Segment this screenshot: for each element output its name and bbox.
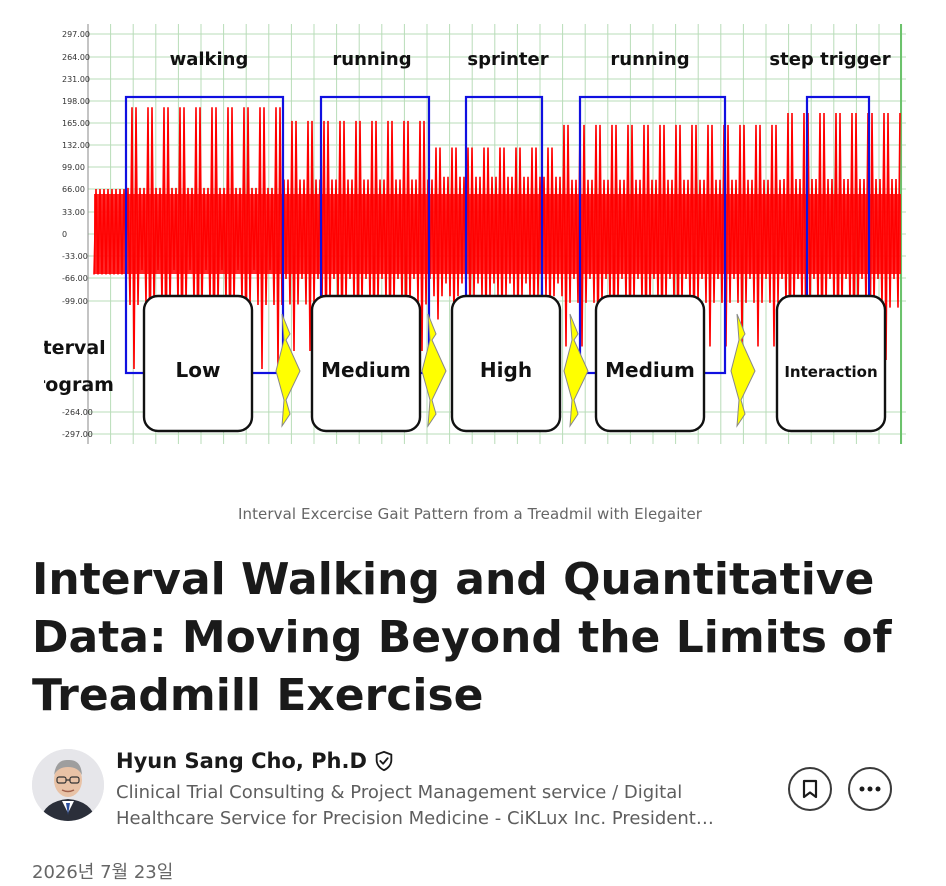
program-level-box: Low [142,294,254,433]
program-label-line2: Program [44,374,114,396]
arrow-icon [730,313,756,428]
arrow-icon [563,313,589,428]
author-name-row: Hyun Sang Cho, Ph.D [116,749,395,773]
y-tick-label: 33.00 [62,208,85,217]
svg-text:Medium: Medium [321,358,411,382]
bookmark-icon [802,779,818,799]
y-tick-label: -264.00 [62,408,93,417]
svg-text:Low: Low [176,358,221,382]
svg-text:High: High [480,358,532,382]
phase-label: running [610,49,689,70]
more-horizontal-icon [859,786,881,792]
phase-label: sprinter [467,49,548,70]
arrow-icon [275,313,301,428]
program-label-line1: Interval [44,337,106,359]
article-title: Interval Walking and Quantitative Data: … [32,554,892,721]
image-caption: Interval Excercise Gait Pattern from a T… [237,505,703,523]
author-name[interactable]: Hyun Sang Cho, Ph.D [116,749,367,773]
phase-label: step trigger [769,49,890,70]
program-level-box: Medium [310,294,422,433]
y-tick-label: 297.00 [62,30,90,39]
gait-pattern-figure: 297.00 264.00 231.00 198.00 165.00 132.00 99.0… [44,24,906,446]
bookmark-button[interactable] [788,767,832,811]
svg-text:Interaction: Interaction [784,363,877,381]
program-level-box: Interaction [775,294,887,433]
y-tick-label: 264.00 [62,53,90,62]
author-headline: Clinical Trial Consulting & Project Mana… [116,782,714,829]
y-tick-label: 66.00 [62,185,85,194]
y-tick-label: 165.00 [62,119,90,128]
y-tick-label: 132.00 [62,141,90,150]
phase-label: running [332,49,411,70]
y-tick-label: -297.00 [62,430,93,439]
y-tick-label: -66.00 [62,274,88,283]
y-tick-label: -99.00 [62,297,88,306]
shield-check-icon [373,750,395,772]
author-block: Hyun Sang Cho, Ph.D Clinical Trial Consu… [32,745,912,835]
program-level-box: High [450,294,562,433]
program-level-box: Medium [594,294,706,433]
y-tick-label: 99.00 [62,163,85,172]
y-tick-label: 0 [62,230,67,239]
publish-date: 2026년 7월 23일 [32,862,174,883]
y-tick-label: 231.00 [62,75,90,84]
y-tick-label: -33.00 [62,252,88,261]
author-avatar[interactable] [32,749,104,821]
more-options-button[interactable] [848,767,892,811]
svg-text:Medium: Medium [605,358,695,382]
y-tick-label: 198.00 [62,97,90,106]
arrow-icon [421,313,447,428]
hero-image: 297.00 264.00 231.00 198.00 165.00 132.00 99.0… [44,24,906,446]
phase-label: walking [170,49,249,70]
